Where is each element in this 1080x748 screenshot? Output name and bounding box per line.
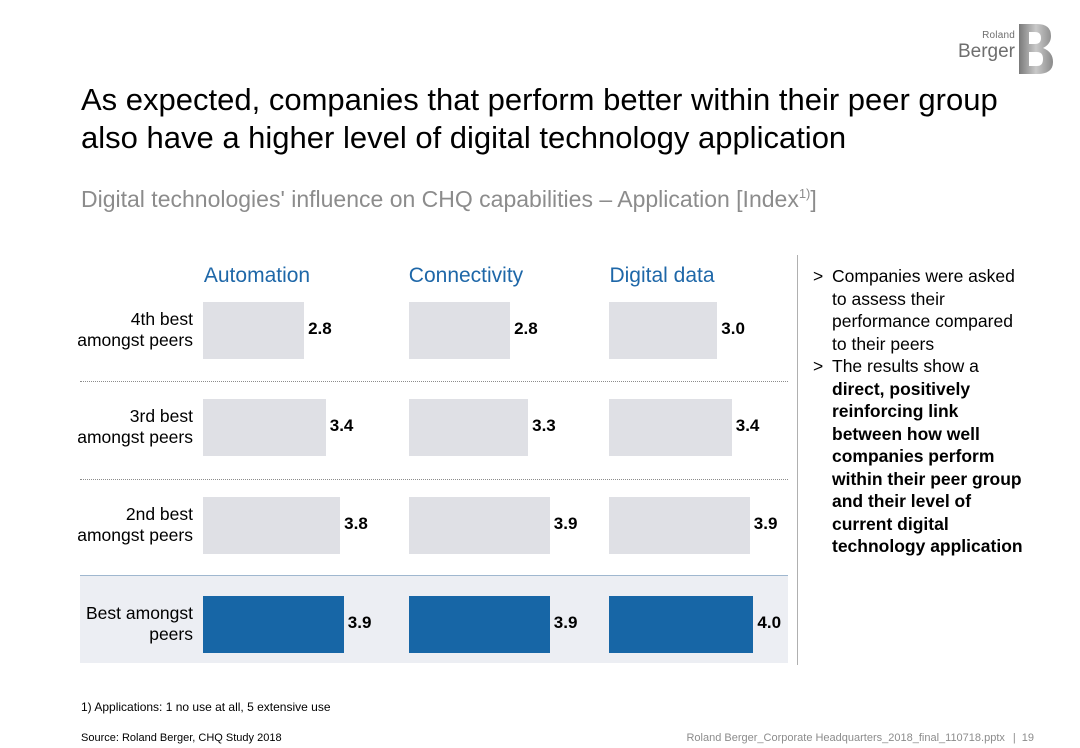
bar	[609, 596, 754, 653]
category-label: 2nd best amongst peers	[60, 504, 193, 546]
series-header-digital-data: Digital data	[609, 264, 715, 287]
category-label-line: amongst peers	[77, 330, 193, 350]
bullet-emphasis: direct, positively reinforcing link betw…	[832, 378, 1023, 557]
bullet-item-1: > Companies were asked to assess their pe…	[813, 265, 1028, 355]
row-divider	[80, 381, 788, 382]
chart-separator-line	[797, 255, 798, 665]
bullet-item-2: > The results show a direct, positively r…	[813, 355, 1028, 558]
subtitle-footnote-ref: 1)	[798, 186, 811, 201]
bar	[409, 399, 529, 456]
footnote: 1) Applications: 1 no use at all, 5 exte…	[81, 700, 331, 714]
bullet-marker: >	[813, 266, 824, 286]
row-divider	[80, 479, 788, 480]
bar-value-label: 3.9	[553, 613, 578, 632]
category-label: 3rd best amongst peers	[60, 406, 193, 448]
bar-value-label: 3.9	[753, 514, 778, 533]
bar	[203, 399, 326, 456]
bar-value-label: 3.3	[532, 416, 556, 435]
bar-value-label: 3.4	[329, 416, 354, 435]
bar-value-label: 3.9	[553, 514, 578, 533]
logo-word-roland: Roland	[982, 30, 1015, 41]
bar	[203, 497, 341, 554]
category-label-line: 2nd best	[125, 504, 193, 524]
bullet-text: The results show a	[832, 356, 979, 376]
file-name: Roland Berger_Corporate Headquarters_201…	[686, 732, 1005, 744]
category-label-line: peers	[149, 624, 193, 644]
bar-chart: Automation Connectivity Digital data 4th be…	[0, 255, 800, 675]
separator: |	[1012, 732, 1016, 744]
commentary-bullets: > Companies were asked to assess their pe…	[813, 265, 1028, 558]
category-label: Best amongst peers	[60, 603, 193, 645]
bar-value-label: 2.8	[514, 319, 538, 338]
subtitle-close: ]	[810, 186, 817, 212]
category-label-line: Best amongst	[86, 603, 193, 623]
category-label-line: 4th best	[130, 309, 193, 329]
series-header-automation: Automation	[203, 264, 311, 287]
roland-berger-logo: Roland Berger	[950, 22, 1055, 76]
bar	[409, 596, 550, 653]
bar	[409, 497, 550, 554]
chart-subtitle: Digital technologies' influence on CHQ c…	[81, 186, 817, 213]
bar	[203, 302, 305, 359]
bar	[203, 596, 344, 653]
file-info: Roland Berger_Corporate Headquarters_201…	[686, 732, 1034, 744]
logo-word-berger: Berger	[957, 41, 1015, 62]
bar	[609, 399, 732, 456]
bar	[609, 497, 750, 554]
highlight-row-top-line	[80, 575, 788, 576]
bullet-text: Companies were asked to assess their per…	[832, 266, 1015, 354]
page-number: 19	[1021, 732, 1034, 744]
bar-value-label: 2.8	[308, 319, 332, 338]
bar-value-label: 3.8	[344, 514, 368, 533]
bar	[609, 302, 718, 359]
category-label-line: amongst peers	[77, 525, 193, 545]
bullet-marker: >	[813, 356, 824, 376]
series-header-connectivity: Connectivity	[408, 264, 524, 287]
category-label: 4th best amongst peers	[60, 309, 193, 351]
logo-b-mark-icon	[1019, 24, 1053, 74]
bar-value-label: 3.9	[347, 613, 372, 632]
bar-value-label: 3.0	[721, 319, 745, 338]
bar-value-label: 4.0	[757, 613, 782, 632]
bar-value-label: 3.4	[735, 416, 760, 435]
source-note: Source: Roland Berger, CHQ Study 2018	[81, 732, 282, 744]
bar	[409, 302, 511, 359]
category-label-line: amongst peers	[77, 427, 193, 447]
category-label-line: 3rd best	[129, 406, 193, 426]
slide-title: As expected, companies that perform bett…	[81, 82, 998, 155]
subtitle-text: Digital technologies' influence on CHQ c…	[81, 186, 799, 212]
